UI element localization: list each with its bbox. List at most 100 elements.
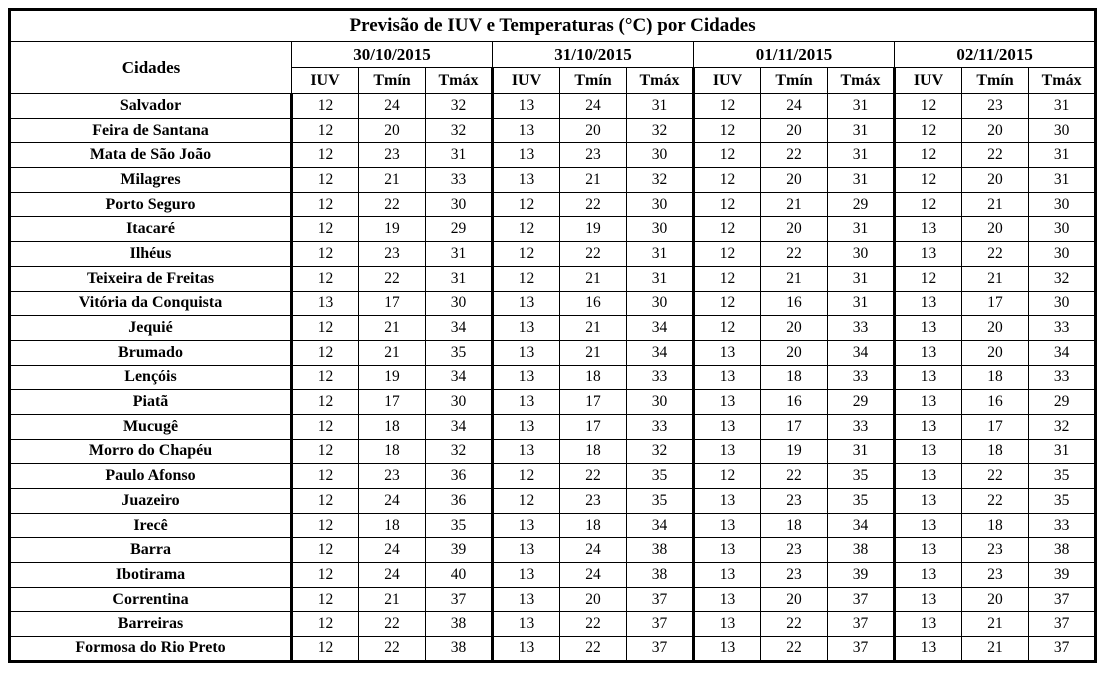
tmax-value: 30 — [1027, 216, 1098, 243]
tmin-value: 18 — [760, 512, 828, 539]
tmax-value: 30 — [1027, 117, 1098, 144]
tmin-value: 21 — [760, 191, 828, 218]
tmax-value: 31 — [827, 438, 896, 465]
iuv-value: 13 — [693, 488, 761, 514]
tmin-value: 23 — [559, 488, 627, 514]
tmin-value: 23 — [358, 241, 426, 267]
tmin-value: 24 — [358, 488, 426, 514]
tmax-column-header: Tmáx — [626, 67, 695, 94]
city-name: Teixeira de Freitas — [9, 265, 293, 292]
tmin-value: 18 — [559, 364, 627, 391]
tmax-value: 38 — [425, 611, 494, 638]
tmax-value: 34 — [425, 364, 494, 391]
tmax-value: 35 — [425, 512, 494, 539]
table-row: Milagres 12 21 33 13 21 32 12 20 31 12 20 31 — [9, 167, 1098, 193]
iuv-value: 12 — [291, 389, 359, 415]
tmin-value: 23 — [760, 562, 828, 588]
city-name: Brumado — [9, 339, 293, 366]
iuv-value: 13 — [693, 586, 761, 613]
iuv-value: 12 — [291, 586, 359, 613]
iuv-value: 12 — [291, 611, 359, 638]
tmin-value: 23 — [961, 562, 1029, 588]
table-row: Piatã 12 17 30 13 17 30 13 16 29 13 16 29 — [9, 389, 1098, 415]
tmax-value: 38 — [626, 537, 695, 564]
cities-column-header: Cidades — [9, 41, 292, 94]
iuv-value: 12 — [894, 167, 962, 193]
tmax-value: 31 — [827, 117, 896, 144]
tmax-value: 30 — [626, 389, 695, 415]
tmin-value: 20 — [760, 216, 828, 243]
iuv-value: 13 — [894, 463, 962, 489]
tmax-value: 37 — [827, 611, 896, 638]
tmax-value: 32 — [626, 167, 695, 193]
table-row: Vitória da Conquista 13 17 30 13 16 30 12 16 31 13… — [9, 290, 1098, 317]
city-name: Ibotirama — [9, 562, 293, 588]
tmax-value: 35 — [626, 488, 695, 514]
tmax-value: 31 — [425, 142, 494, 169]
tmax-value: 30 — [1027, 241, 1098, 267]
iuv-value: 12 — [693, 191, 761, 218]
table-row: Formosa do Rio Preto 12 22 38 13 22 37 13 22 37 13… — [9, 636, 1098, 662]
iuv-value: 12 — [291, 438, 359, 465]
iuv-value: 12 — [492, 488, 560, 514]
tmax-value: 37 — [425, 586, 494, 613]
tmax-value: 29 — [827, 389, 896, 415]
tmin-value: 23 — [760, 537, 828, 564]
tmax-value: 32 — [626, 438, 695, 465]
tmax-value: 32 — [425, 117, 494, 144]
iuv-value: 13 — [492, 167, 560, 193]
tmax-value: 37 — [827, 636, 896, 662]
tmin-value: 20 — [760, 117, 828, 144]
date-header: 01/11/2015 — [693, 41, 895, 68]
iuv-value: 13 — [894, 364, 962, 391]
iuv-value: 13 — [492, 512, 560, 539]
uv-temperature-forecast-table: Previsão de IUV e Temperaturas (°C) por … — [8, 8, 1098, 663]
iuv-value: 12 — [291, 488, 359, 514]
iuv-value: 13 — [291, 290, 359, 317]
tmax-value: 31 — [425, 265, 494, 292]
iuv-value: 13 — [693, 512, 761, 539]
date-header: 31/10/2015 — [492, 41, 694, 68]
iuv-value: 12 — [291, 216, 359, 243]
iuv-value: 13 — [492, 586, 560, 613]
tmax-value: 33 — [827, 315, 896, 341]
iuv-value: 12 — [894, 93, 962, 119]
city-name: Salvador — [9, 93, 293, 119]
iuv-value: 12 — [492, 191, 560, 218]
tmax-value: 34 — [425, 315, 494, 341]
tmin-value: 17 — [760, 413, 828, 440]
tmax-value: 34 — [827, 339, 896, 366]
iuv-value: 12 — [291, 93, 359, 119]
tmin-value: 21 — [760, 265, 828, 292]
tmax-value: 34 — [626, 512, 695, 539]
tmax-value: 38 — [827, 537, 896, 564]
tmax-value: 30 — [626, 290, 695, 317]
iuv-value: 12 — [291, 265, 359, 292]
iuv-value: 12 — [291, 167, 359, 193]
tmax-value: 39 — [1027, 562, 1098, 588]
tmax-value: 31 — [827, 216, 896, 243]
tmax-value: 40 — [425, 562, 494, 588]
iuv-value: 12 — [894, 191, 962, 218]
iuv-value: 12 — [492, 463, 560, 489]
tmin-value: 18 — [760, 364, 828, 391]
tmax-value: 31 — [827, 93, 896, 119]
tmin-value: 20 — [760, 167, 828, 193]
tmin-value: 20 — [961, 315, 1029, 341]
tmin-value: 18 — [358, 512, 426, 539]
tmax-value: 37 — [1027, 586, 1098, 613]
table-row: Ibotirama 12 24 40 13 24 38 13 23 39 13 23 39 — [9, 562, 1098, 588]
iuv-value: 13 — [693, 364, 761, 391]
iuv-value: 13 — [894, 586, 962, 613]
table-row: Paulo Afonso 12 23 36 12 22 35 12 22 35 13 22 35 — [9, 463, 1098, 489]
tmax-value: 31 — [827, 167, 896, 193]
tmax-value: 33 — [1027, 364, 1098, 391]
iuv-value: 12 — [291, 512, 359, 539]
iuv-value: 12 — [291, 562, 359, 588]
iuv-value: 12 — [693, 216, 761, 243]
iuv-value: 12 — [693, 93, 761, 119]
table-row: Mucugê 12 18 34 13 17 33 13 17 33 13 17 32 — [9, 413, 1098, 440]
tmax-value: 37 — [1027, 611, 1098, 638]
tmax-value: 37 — [626, 586, 695, 613]
tmin-value: 16 — [559, 290, 627, 317]
